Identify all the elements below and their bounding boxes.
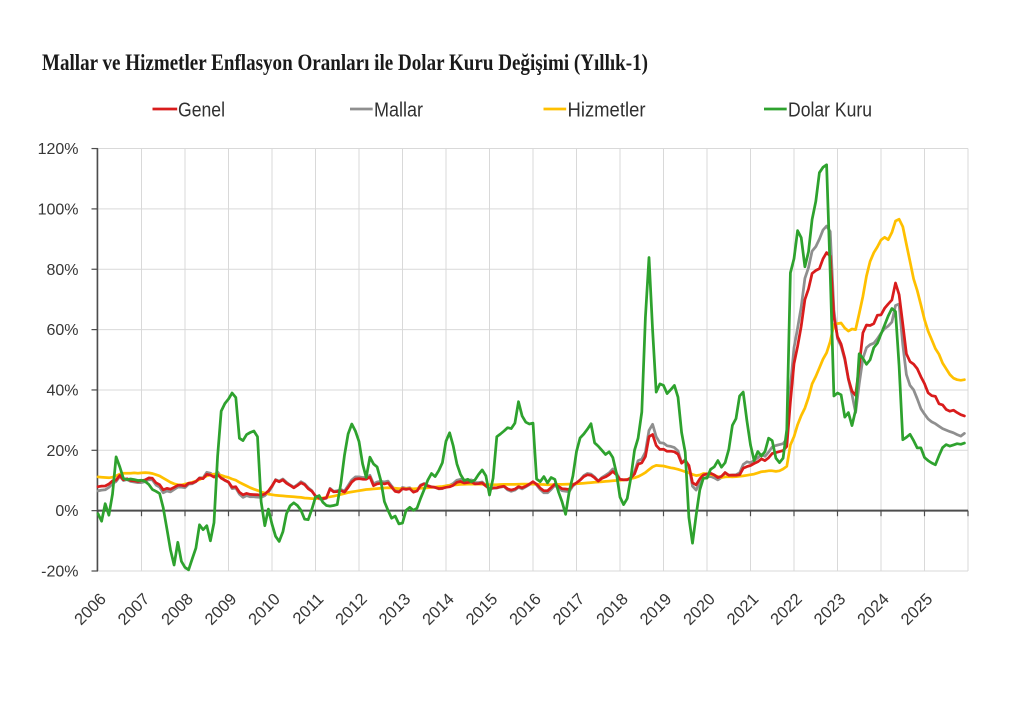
svg-text:60%: 60% <box>46 322 78 339</box>
svg-text:Dolar Kuru: Dolar Kuru <box>788 98 872 121</box>
svg-text:20%: 20% <box>46 443 78 460</box>
svg-text:120%: 120% <box>38 141 79 158</box>
svg-text:100%: 100% <box>38 201 79 218</box>
svg-text:80%: 80% <box>46 262 78 279</box>
svg-text:Hizmetler: Hizmetler <box>568 98 646 121</box>
svg-text:0%: 0% <box>55 503 78 520</box>
svg-text:40%: 40% <box>46 382 78 399</box>
svg-text:Mallar ve Hizmetler Enflasyon: Mallar ve Hizmetler Enflasyon Oranları i… <box>42 50 648 75</box>
svg-text:Mallar: Mallar <box>374 98 423 121</box>
svg-text:-20%: -20% <box>41 564 78 581</box>
svg-text:Genel: Genel <box>178 98 225 121</box>
